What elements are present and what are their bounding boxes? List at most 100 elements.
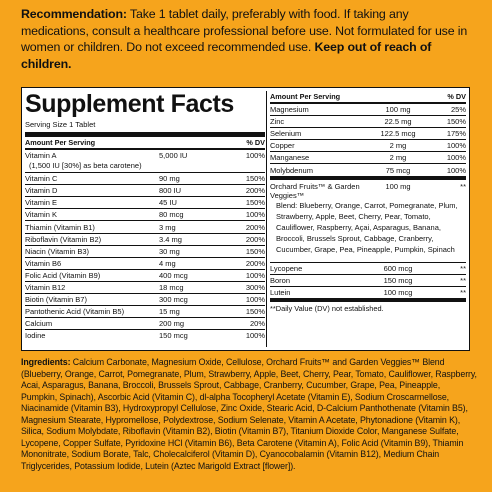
nutrient-dv: 150%	[245, 198, 265, 208]
recommendation-text: Recommendation: Take 1 tablet daily, pre…	[21, 6, 477, 72]
recommendation-label: Recommendation:	[21, 7, 127, 21]
blend-row: Orchard Fruits™ & Garden Veggies™ 100 mg…	[270, 180, 466, 200]
nutrient-row: Magnesium 100 mg 25%	[270, 104, 466, 117]
dv-footnote: **Daily Value (DV) not established.	[270, 303, 384, 313]
nutrient-row: Vitamin E 45 IU 150%	[25, 197, 265, 210]
nutrient-name: Molybdenum	[270, 165, 313, 175]
nutrient-amount: 100 mg	[385, 105, 411, 115]
nutrient-name: Pantothenic Acid (Vitamin B5)	[25, 307, 125, 317]
nutrient-amount: 80 mcg	[159, 210, 184, 220]
nutrient-amount: 18 mcg	[159, 282, 184, 292]
nutrient-amount: 2 mg	[389, 153, 407, 163]
ingredients-list: Calcium Carbonate, Magnesium Oxide, Cell…	[21, 357, 477, 471]
column-divider	[266, 91, 267, 347]
nutrient-name: Vitamin D	[25, 186, 58, 196]
nutrient-row: Manganese 2 mg 100%	[270, 152, 466, 165]
nutrient-dv: **	[460, 263, 466, 273]
nutrient-name: Riboflavin (Vitamin B2)	[25, 234, 102, 244]
nutrient-dv: 200%	[245, 186, 265, 196]
blend-dv: **	[460, 181, 466, 191]
nutrient-name: Lycopene	[270, 263, 303, 273]
recommendation-body: Take 1 tablet daily, preferably with foo…	[21, 7, 468, 54]
nutrient-dv: 100%	[446, 165, 466, 175]
blend-name: Orchard Fruits™ & Garden Veggies™	[270, 181, 360, 200]
nutrient-amount: 122.5 mcg	[380, 129, 416, 139]
supplement-facts-panel: Supplement Facts Serving Size 1 Tablet A…	[21, 87, 470, 351]
nutrient-name: Iodine	[25, 331, 46, 341]
dv-header: % DV	[246, 138, 265, 147]
facts-header-right: Amount Per Serving % DV	[270, 91, 466, 104]
nutrient-amount: 90 mg	[159, 174, 180, 184]
nutrient-name: Selenium	[270, 129, 302, 139]
nutrient-dv: 300%	[245, 282, 265, 292]
nutrient-row: Iodine 150 mcg 100%	[25, 330, 265, 341]
nutrient-amount: 30 mg	[159, 246, 180, 256]
nutrient-amount: 600 mcg	[383, 263, 413, 273]
nutrient-amount: 22.5 mg	[384, 117, 412, 127]
nutrient-name: Magnesium	[270, 105, 309, 115]
nutrient-row: Vitamin C 90 mg 150%	[25, 173, 265, 186]
facts-header-left: Amount Per Serving % DV	[25, 137, 265, 150]
nutrient-row: Niacin (Vitamin B3) 30 mg 150%	[25, 246, 265, 258]
nutrient-dv: 100%	[446, 153, 466, 163]
nutrient-amount: 3.4 mg	[159, 234, 182, 244]
nutrient-name: Vitamin A	[25, 151, 57, 161]
nutrient-row: Folic Acid (Vitamin B9) 400 mcg 100%	[25, 270, 265, 282]
nutrient-row: Vitamin K 80 mcg 100%	[25, 209, 265, 222]
nutrient-name: Thiamin (Vitamin B1)	[25, 222, 95, 232]
right-nutrient-list: Magnesium 100 mg 25% Zinc 22.5 mg 150% Seleniu…	[270, 104, 466, 180]
nutrient-row: Pantothenic Acid (Vitamin B5) 15 mg 150%	[25, 306, 265, 319]
right-nutrient-list-2: Lycopene 600 mcg ** Boron 150 mcg ** Lutein 100…	[270, 263, 466, 302]
nutrient-dv: 100%	[245, 210, 265, 220]
nutrient-dv: 150%	[245, 307, 265, 317]
nutrient-amount: 75 mcg	[385, 165, 411, 175]
nutrient-dv: 100%	[245, 295, 265, 305]
nutrient-row: Biotin (Vitamin B7) 300 mcg 100%	[25, 294, 265, 307]
nutrient-row: Zinc 22.5 mg 150%	[270, 116, 466, 129]
nutrient-amount: 150 mcg	[159, 331, 188, 341]
nutrient-row: Copper 2 mg 100%	[270, 140, 466, 153]
nutrient-name: Folic Acid (Vitamin B9)	[25, 270, 101, 280]
nutrient-dv: 100%	[245, 270, 265, 280]
facts-title: Supplement Facts	[25, 90, 234, 118]
nutrient-row: Vitamin B6 4 mg 200%	[25, 258, 265, 270]
nutrient-dv: 100%	[446, 141, 466, 151]
left-nutrient-list: Vitamin A 5,000 IU 100% (1,500 IU [30%] as …	[25, 150, 265, 341]
nutrient-amount: 4 mg	[159, 258, 176, 268]
nutrient-amount: 300 mcg	[159, 295, 188, 305]
nutrient-dv: **	[460, 275, 466, 285]
nutrient-amount: 3 mg	[159, 222, 176, 232]
nutrient-name: Boron	[270, 275, 291, 285]
nutrient-row: Vitamin A 5,000 IU 100%	[25, 150, 265, 161]
nutrient-amount: 400 mcg	[159, 270, 188, 280]
nutrient-dv: 100%	[245, 151, 265, 161]
nutrient-amount: 100 mcg	[383, 287, 413, 297]
nutrient-row: Lutein 100 mcg **	[270, 287, 466, 298]
amount-header: Amount Per Serving	[25, 138, 96, 147]
nutrient-name: Calcium	[25, 319, 53, 329]
serving-size: Serving Size 1 Tablet	[25, 120, 265, 137]
nutrient-amount: 45 IU	[159, 198, 177, 208]
nutrient-dv: 200%	[245, 234, 265, 244]
nutrient-amount: 15 mg	[159, 307, 180, 317]
nutrient-dv: 20%	[249, 319, 265, 329]
nutrient-row: Calcium 200 mg 20%	[25, 318, 265, 331]
nutrient-dv: 150%	[245, 174, 265, 184]
nutrient-dv: 25%	[450, 105, 466, 115]
facts-left-column: Supplement Facts Serving Size 1 Tablet A…	[25, 90, 265, 341]
vitamin-a-note: (1,500 IU [30%] as beta carotene)	[25, 161, 265, 174]
nutrient-row: Riboflavin (Vitamin B2) 3.4 mg 200%	[25, 234, 265, 246]
nutrient-name: Lutein	[270, 287, 291, 297]
blend-amount: 100 mg	[385, 181, 411, 191]
nutrient-name: Vitamin K	[25, 210, 57, 220]
nutrient-amount: 2 mg	[389, 141, 407, 151]
nutrient-name: Vitamin B6	[25, 258, 62, 268]
nutrient-amount: 200 mg	[159, 319, 185, 329]
nutrient-dv: 100%	[245, 331, 265, 341]
ingredients-label: Ingredients:	[21, 357, 71, 367]
nutrient-dv: 175%	[446, 129, 466, 139]
nutrient-amount: 800 IU	[159, 186, 182, 196]
nutrient-row: Thiamin (Vitamin B1) 3 mg 200%	[25, 221, 265, 234]
nutrient-row: Boron 150 mcg **	[270, 275, 466, 287]
children-warning: Keep out of reach of children.	[21, 40, 432, 71]
